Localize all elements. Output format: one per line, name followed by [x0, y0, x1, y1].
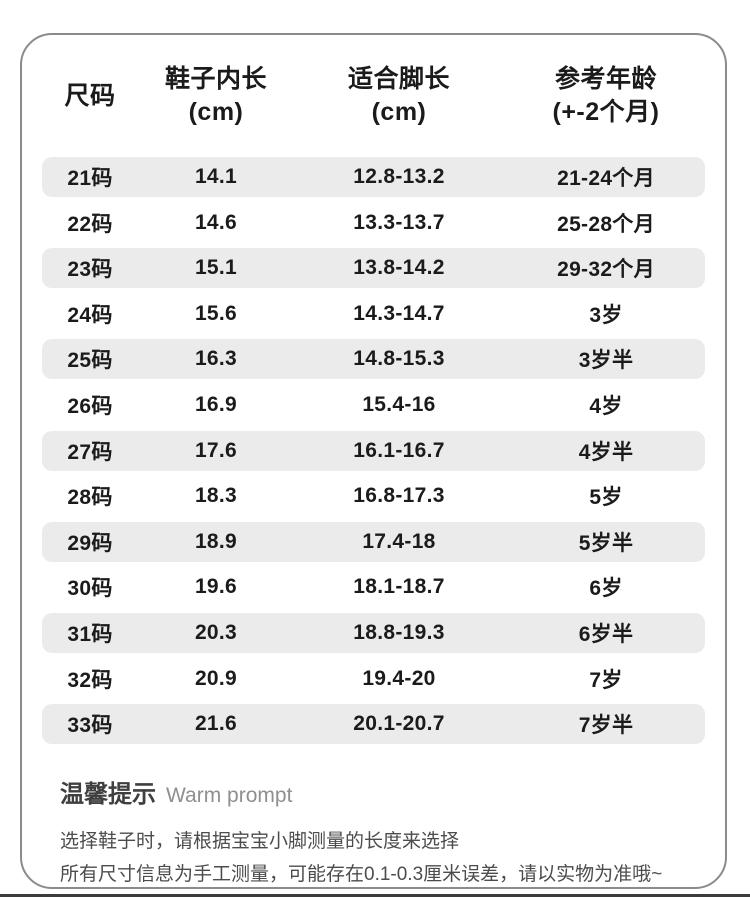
inner-length-cell: 18.3: [194, 484, 238, 508]
inner-length-cell: 20.9: [194, 666, 238, 690]
foot-length-cell: 18.8-19.3: [353, 620, 445, 644]
inner-length-cell: 18.9: [194, 529, 238, 553]
header-age: 参考年龄 (+-2个月): [504, 63, 708, 129]
inner-length-cell: 20.3: [194, 620, 238, 644]
age-cell: 4岁: [589, 394, 623, 418]
warm-prompt-section: 温馨提示 Warm prompt 选择鞋子时，请根据宝宝小脚测量的长度来选择 所…: [60, 774, 705, 887]
foot-length-cell: 13.3-13.7: [353, 210, 445, 234]
table-row: 25码 16.3 14.8-15.3 3岁半: [42, 339, 705, 380]
size-cell: 25码: [67, 349, 113, 373]
size-cell: 29码: [67, 531, 113, 555]
table-row: 23码 15.1 13.8-14.2 29-32个月: [42, 248, 705, 289]
header-foot-length-line: (cm): [371, 98, 427, 126]
foot-length-cell: 16.8-17.3: [353, 484, 445, 508]
warm-prompt-title-en: Warm prompt: [166, 784, 293, 808]
size-cell: 26码: [67, 394, 113, 418]
foot-length-cell: 14.8-15.3: [353, 347, 445, 371]
size-cell: 32码: [67, 668, 113, 692]
header-inner-length-line: (cm): [188, 98, 244, 126]
age-cell: 7岁半: [578, 714, 634, 738]
size-table: 尺码 鞋子内长 (cm) 适合脚长 (cm) 参考年龄 (+-2个月) 21码 14.1 12.…: [42, 35, 705, 745]
age-cell: 21-24个月: [557, 167, 655, 190]
age-cell: 29-32个月: [557, 258, 655, 282]
table-row: 22码 14.6 13.3-13.7 25-28个月: [42, 203, 705, 243]
foot-length-cell: 15.4-16: [362, 392, 436, 416]
inner-length-cell: 15.1: [194, 256, 238, 280]
age-cell: 6岁: [589, 577, 623, 601]
inner-length-cell: 16.3: [194, 347, 238, 371]
inner-length-cell: 21.6: [194, 712, 238, 736]
table-row: 26码 16.9 15.4-16 4岁: [42, 385, 705, 425]
size-table-header-row: 尺码 鞋子内长 (cm) 适合脚长 (cm) 参考年龄 (+-2个月): [42, 35, 705, 157]
size-cell: 30码: [67, 577, 113, 601]
age-cell: 3岁: [589, 303, 623, 327]
age-cell: 5岁半: [578, 531, 634, 555]
header-age-line: (+-2个月): [552, 98, 660, 126]
foot-length-cell: 17.4-18: [362, 529, 436, 553]
age-cell: 3岁半: [578, 349, 634, 373]
header-size-line: 尺码: [64, 81, 116, 110]
table-row: 21码 14.1 12.8-13.2 21-24个月: [42, 157, 705, 197]
size-cell: 27码: [67, 440, 113, 464]
warm-prompt-line-2: 所有尺寸信息为手工测量，可能存在0.1-0.3厘米误差，请以实物为准哦~: [60, 864, 663, 886]
foot-length-cell: 19.4-20: [362, 666, 436, 690]
table-row: 30码 19.6 18.1-18.7 6岁: [42, 567, 705, 607]
table-row: 28码 18.3 16.8-17.3 5岁: [42, 476, 705, 516]
size-cell: 23码: [67, 258, 113, 282]
age-cell: 4岁半: [578, 440, 634, 464]
inner-length-cell: 19.6: [194, 575, 238, 599]
age-cell: 6岁半: [578, 622, 634, 646]
size-cell: 24码: [67, 303, 113, 327]
foot-length-cell: 13.8-14.2: [353, 256, 445, 280]
table-row: 32码 20.9 19.4-20 7岁: [42, 659, 705, 699]
table-row: 24码 15.6 14.3-14.7 3岁: [42, 294, 705, 334]
header-inner-length: 鞋子内长 (cm): [138, 63, 294, 129]
size-cell: 28码: [67, 486, 113, 510]
inner-length-cell: 17.6: [194, 438, 238, 462]
warm-prompt-title: 温馨提示 Warm prompt: [60, 774, 705, 809]
header-inner-length-line: 鞋子内长: [164, 65, 267, 93]
warm-prompt-line-1: 选择鞋子时，请根据宝宝小脚测量的长度来选择: [60, 831, 460, 853]
inner-length-cell: 16.9: [194, 392, 238, 416]
size-cell: 33码: [67, 714, 113, 738]
foot-length-cell: 12.8-13.2: [353, 165, 445, 188]
age-cell: 5岁: [589, 486, 623, 510]
table-row: 33码 21.6 20.1-20.7 7岁半: [42, 704, 705, 745]
size-cell: 22码: [67, 212, 113, 236]
table-row: 31码 20.3 18.8-19.3 6岁半: [42, 612, 705, 653]
inner-length-cell: 14.1: [194, 165, 238, 188]
table-row: 29码 18.9 17.4-18 5岁半: [42, 521, 705, 562]
header-size: 尺码: [42, 80, 138, 113]
inner-length-cell: 14.6: [194, 210, 238, 234]
header-foot-length-line: 适合脚长: [347, 65, 450, 93]
size-cell: 21码: [67, 167, 113, 190]
size-table-body: 21码 14.1 12.8-13.2 21-24个月 22码 14.6 13.3-13.7 2…: [42, 157, 705, 745]
warm-prompt-title-zh: 温馨提示: [60, 781, 156, 809]
age-cell: 25-28个月: [557, 212, 655, 236]
foot-length-cell: 18.1-18.7: [353, 575, 445, 599]
foot-length-cell: 16.1-16.7: [353, 438, 445, 462]
header-age-line: 参考年龄: [554, 65, 657, 93]
foot-length-cell: 14.3-14.7: [353, 301, 445, 325]
size-chart-card: 尺码 鞋子内长 (cm) 适合脚长 (cm) 参考年龄 (+-2个月) 21码 14.1 12.…: [20, 33, 727, 889]
bottom-divider: [0, 894, 750, 897]
inner-length-cell: 15.6: [194, 301, 238, 325]
size-cell: 31码: [67, 622, 113, 646]
foot-length-cell: 20.1-20.7: [353, 712, 445, 736]
header-foot-length: 适合脚长 (cm): [294, 63, 504, 129]
table-row: 27码 17.6 16.1-16.7 4岁半: [42, 430, 705, 471]
age-cell: 7岁: [589, 668, 623, 692]
